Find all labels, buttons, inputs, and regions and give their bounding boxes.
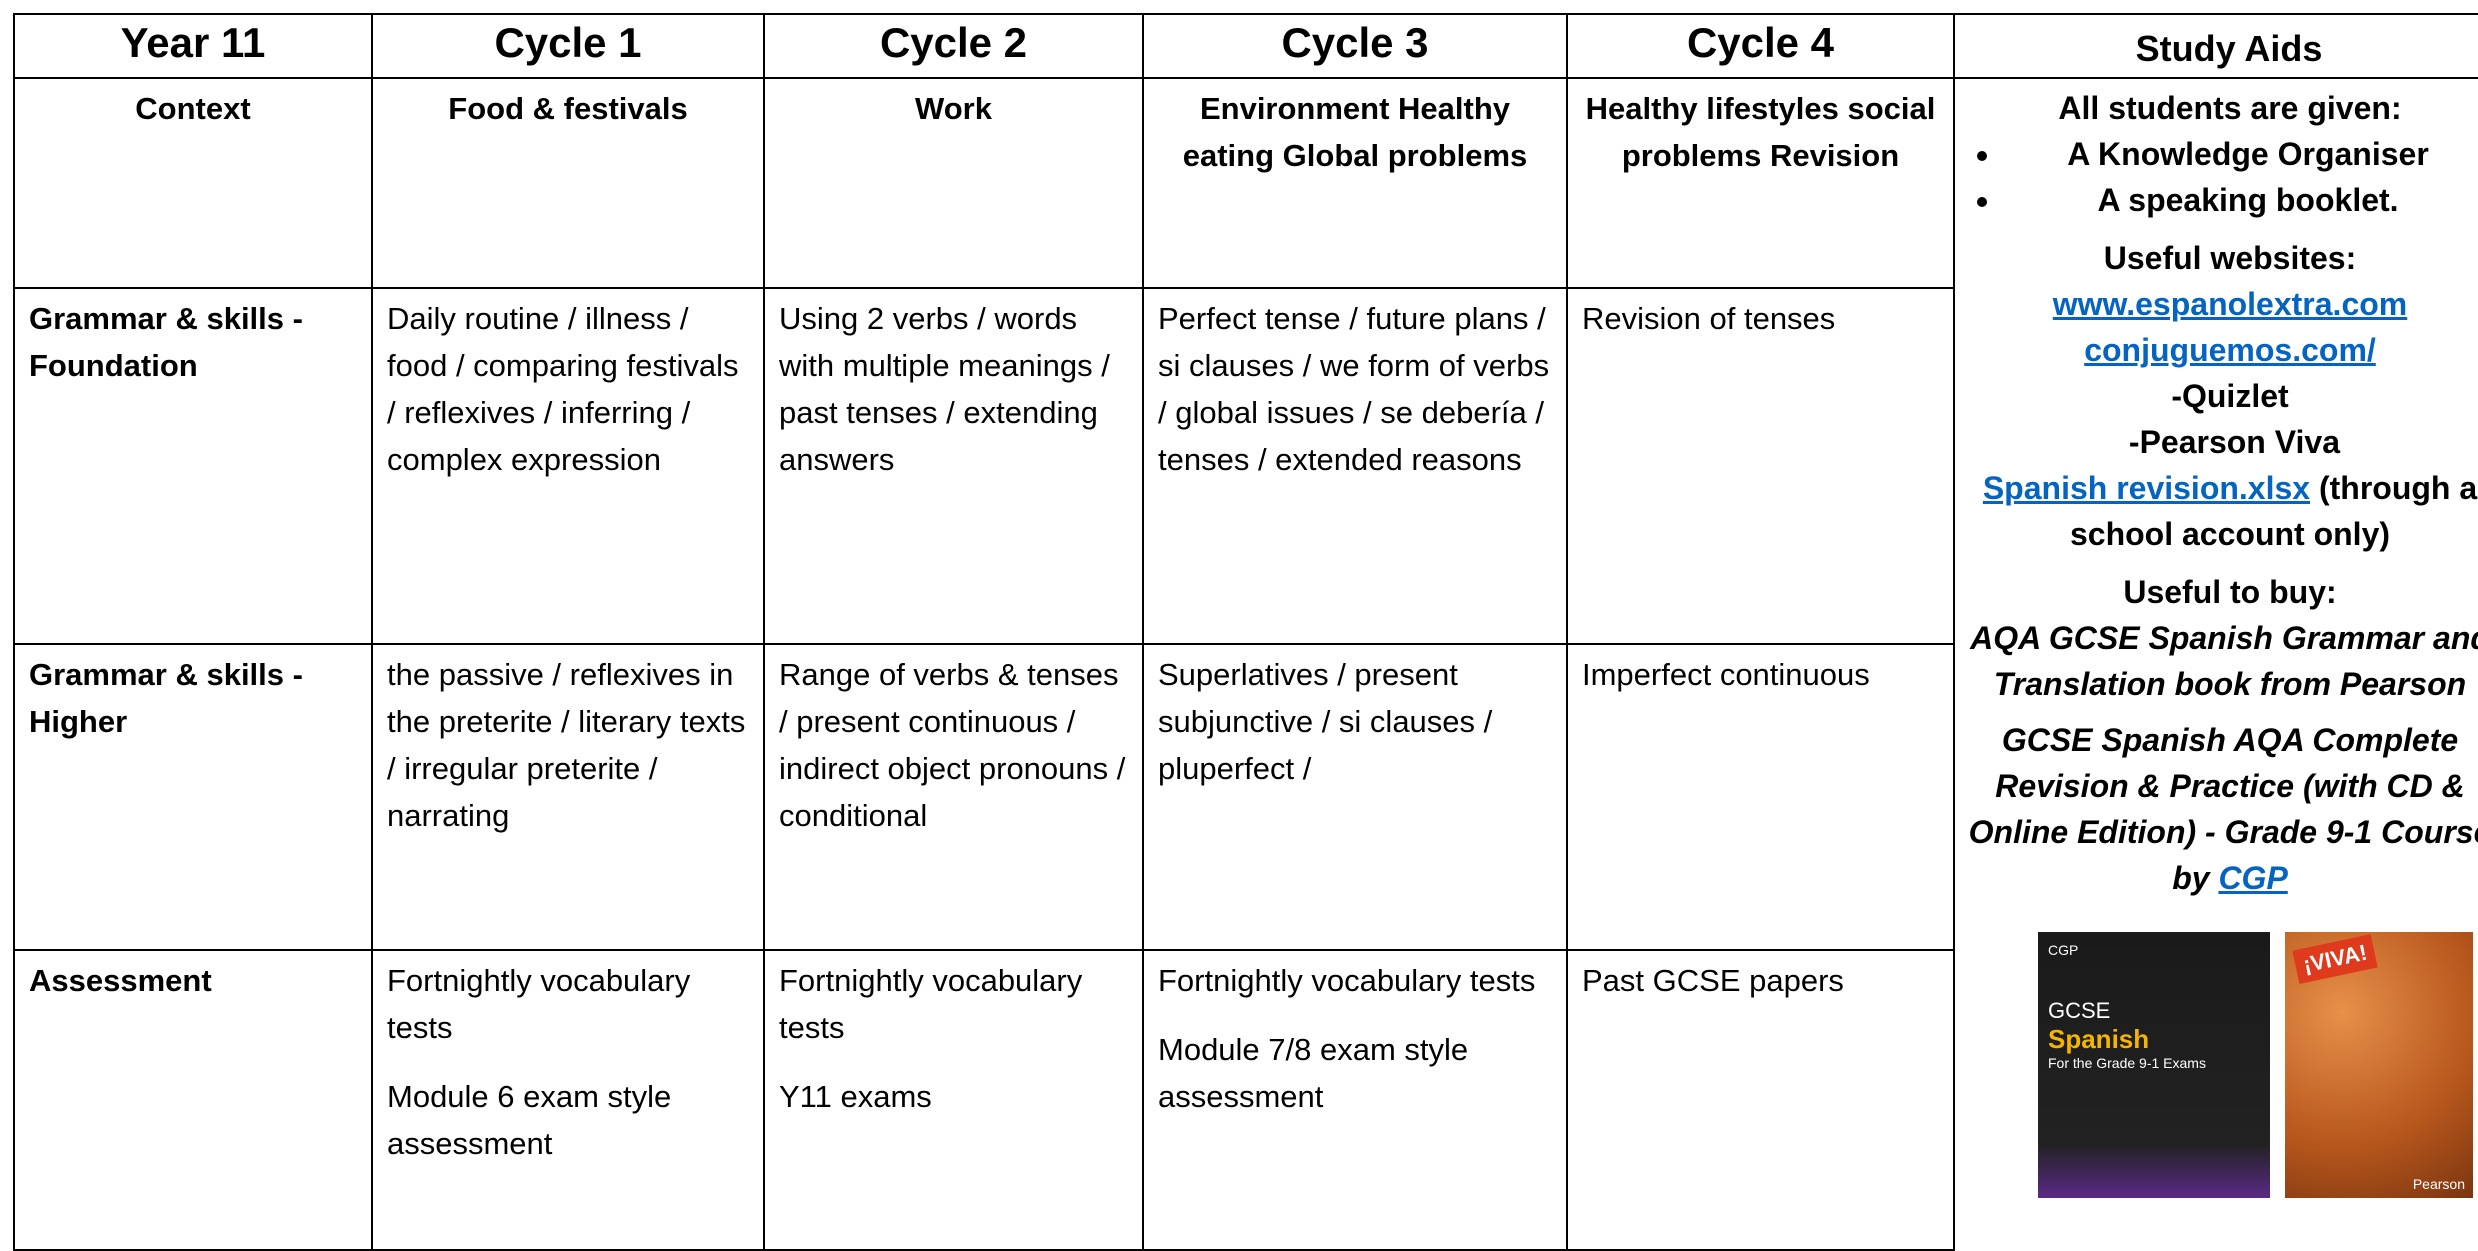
table-cell: Revision of tenses bbox=[1566, 287, 1955, 645]
cell-text: Y11 exams bbox=[779, 1079, 932, 1114]
table-cell: Imperfect continuous bbox=[1566, 643, 1955, 951]
header-cell: Cycle 4 bbox=[1566, 13, 1955, 79]
cover-text: For the Grade 9-1 Exams bbox=[2048, 1055, 2206, 1071]
cell-text: Fortnightly vocabulary tests bbox=[387, 963, 691, 1045]
page: {"header": ["Year 11", "Cycle 1", "Cycle… bbox=[0, 0, 2478, 1224]
cell-text: Environment Healthy eating Global proble… bbox=[1182, 91, 1528, 173]
cell-text: Food & festivals bbox=[448, 91, 688, 126]
header-cell: Cycle 3 bbox=[1142, 13, 1568, 79]
cell-text: Healthy lifestyles social problems Revis… bbox=[1585, 91, 1936, 173]
table-cell: Using 2 verbs / words with multiple mean… bbox=[763, 287, 1144, 645]
cell-text: Module 6 exam style assessment bbox=[387, 1079, 672, 1161]
book-title: GCSE Spanish AQA Complete Revision & Pra… bbox=[1968, 722, 2478, 896]
table-cell: Daily routine / illness / food / compari… bbox=[371, 287, 765, 645]
cell-text: Module 7/8 exam style assessment bbox=[1158, 1032, 1469, 1114]
cgp-link[interactable]: CGP bbox=[2218, 860, 2288, 896]
resource: -Pearson Viva bbox=[2120, 424, 2340, 460]
header-cell: Study Aids bbox=[1953, 13, 2478, 79]
table-row: Grammar & skills - Higher the passive / r… bbox=[13, 643, 2478, 951]
cover-text: Spanish bbox=[2048, 1024, 2150, 1054]
table-row: Context Food & festivals Work Environment H… bbox=[13, 77, 2478, 1250]
cover-text: ¡VIVA! bbox=[2292, 934, 2379, 984]
spreadsheet-link[interactable]: Spanish revision.xlsx bbox=[1982, 470, 2311, 506]
section-heading: Useful to buy: bbox=[2123, 574, 2337, 610]
row-label: Grammar & skills - Higher bbox=[13, 643, 373, 951]
table-cell: the passive / reflexives in the preterit… bbox=[371, 643, 765, 951]
table-cell: Past GCSE papers bbox=[1566, 949, 1955, 1251]
section-heading: All students are given: bbox=[2058, 90, 2402, 126]
spreadsheet-note: (through a school account only) bbox=[2069, 470, 2478, 552]
book-cover-pearson: ¡VIVA! Pearson bbox=[2285, 932, 2473, 1198]
table-row: Assessment Fortnightly vocabulary tests Mo… bbox=[13, 949, 2478, 1251]
cover-text: GCSE bbox=[2048, 998, 2111, 1023]
table-cell: Healthy lifestyles social problems Revis… bbox=[1566, 77, 1955, 289]
header-row: Year 11 Cycle 1 Cycle 2 Cycle 3 Cycle 4 Study… bbox=[13, 13, 2478, 79]
header-cell: Year 11 bbox=[13, 13, 373, 79]
cell-text: Superlatives / present subjunctive / si … bbox=[1158, 657, 1493, 786]
book-cover-cgp: CGP GCSE Spanish For the Grade 9-1 Exams bbox=[2038, 932, 2270, 1198]
table-cell: Fortnightly vocabulary tests Module 7/8 e… bbox=[1142, 949, 1568, 1251]
cell-text: Using 2 verbs / words with multiple mean… bbox=[779, 301, 1110, 477]
table-row: Grammar & skills - Foundation Daily routi… bbox=[13, 287, 2478, 645]
row-label: Assessment bbox=[13, 949, 373, 1251]
list-item: A speaking booklet. bbox=[2003, 177, 2478, 223]
book-title: AQA GCSE Spanish Grammar and Translation… bbox=[1970, 620, 2478, 702]
table-cell: Food & festivals bbox=[371, 77, 765, 289]
link-line: www.espanolextra.com bbox=[1967, 281, 2478, 327]
web-link[interactable]: conjuguemos.com/ bbox=[2084, 332, 2376, 368]
cell-text: Imperfect continuous bbox=[1582, 657, 1870, 692]
cell-text: Daily routine / illness / food / compari… bbox=[387, 301, 739, 477]
cover-text: CGP bbox=[2048, 942, 2079, 958]
cell-text: Range of verbs & tenses / present contin… bbox=[779, 657, 1126, 833]
cell-text: Fortnightly vocabulary tests bbox=[1158, 963, 1536, 998]
table-cell: Environment Healthy eating Global proble… bbox=[1142, 77, 1568, 289]
section-heading: Useful websites: bbox=[2103, 240, 2357, 276]
cell-text: Fortnightly vocabulary tests bbox=[779, 963, 1083, 1045]
web-link[interactable]: www.espanolextra.com bbox=[2052, 286, 2408, 322]
table-cell: Perfect tense / future plans / si clause… bbox=[1142, 287, 1568, 645]
cell-text: Revision of tenses bbox=[1582, 301, 1836, 336]
curriculum-table: Year 11 Cycle 1 Cycle 2 Cycle 3 Cycle 4 Study… bbox=[13, 13, 2478, 1251]
table-cell: Superlatives / present subjunctive / si … bbox=[1142, 643, 1568, 951]
header-cell: Cycle 1 bbox=[371, 13, 765, 79]
table-cell: Work bbox=[763, 77, 1144, 289]
row-label: Context bbox=[13, 77, 373, 289]
cover-text: Pearson bbox=[2412, 1176, 2465, 1192]
table-cell: Range of verbs & tenses / present contin… bbox=[763, 643, 1144, 951]
table-cell: Fortnightly vocabulary tests Y11 exams bbox=[763, 949, 1144, 1251]
table-cell: Fortnightly vocabulary tests Module 6 exa… bbox=[371, 949, 765, 1251]
list-item: A Knowledge Organiser bbox=[2003, 131, 2478, 177]
header-cell: Cycle 2 bbox=[763, 13, 1144, 79]
given-list: A Knowledge OrganiserA speaking booklet. bbox=[1967, 131, 2478, 223]
cell-text: Perfect tense / future plans / si clause… bbox=[1158, 301, 1550, 477]
cell-text: Work bbox=[915, 91, 992, 126]
spreadsheet-line: Spanish revision.xlsx (through a school … bbox=[1967, 465, 2478, 557]
row-label: Grammar & skills - Foundation bbox=[13, 287, 373, 645]
cell-text: the passive / reflexives in the preterit… bbox=[387, 657, 746, 833]
resource: -Quizlet bbox=[2171, 378, 2289, 414]
cell-text: Past GCSE papers bbox=[1582, 963, 1844, 998]
link-line: conjuguemos.com/ bbox=[1967, 327, 2478, 373]
